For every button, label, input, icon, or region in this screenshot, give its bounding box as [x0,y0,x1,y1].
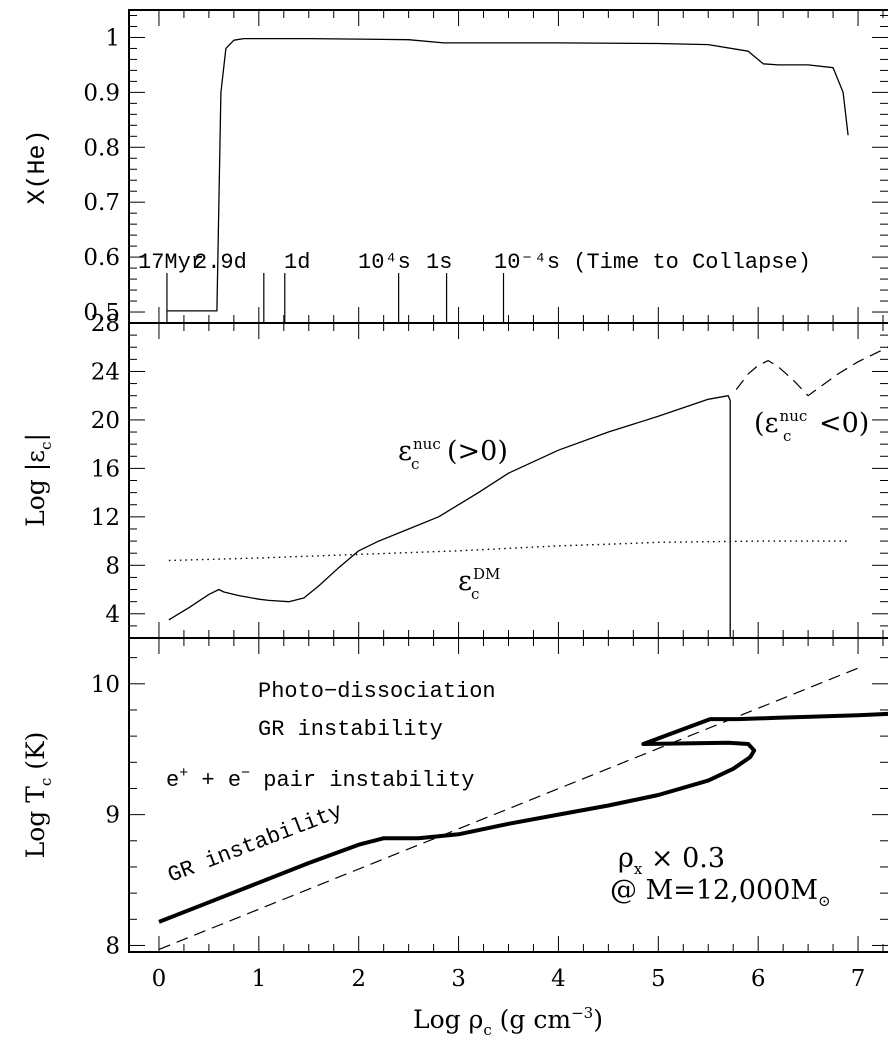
middle-y-axis-label-pre: Log |ε [21,450,51,527]
y-tick-label: 16 [91,456,120,482]
y-tick-label: 20 [91,408,120,434]
nuc-negative-label-sub: c [783,427,791,445]
bottom-y-axis-label-sub: c [37,778,55,786]
frame [128,9,888,953]
gr-instability-upper-label: GR instability [258,717,443,742]
x-axis-label-post: (g cm [492,1005,572,1034]
y-tick-label: 4 [105,602,120,628]
photo-dissociation-label: Photo−dissociation [258,679,496,704]
x-tick-label: 0 [152,966,167,992]
pair-label-a: e [166,768,179,793]
y-tick-label: 9 [105,803,120,829]
x-tick-label: 7 [851,966,866,992]
pair-label-rest: pair instability [250,768,474,793]
pair-label-mid: + e [188,768,241,793]
middle-y-axis-label-sub: c [37,442,55,450]
x-axis-label-end: ) [593,1005,603,1034]
y-tick-label: 28 [91,311,120,337]
gr-instability-lower-label: GR instability [165,799,347,889]
pair-label-b-sup: − [241,765,250,782]
nuc-negative-label-sup: nuc [780,407,808,425]
y-tick-label: 24 [91,359,120,385]
top-y-axis-label: X(He) [23,129,52,204]
y-tick-label: 0.7 [83,190,120,216]
dm-label-sub: c [471,585,479,603]
nuc-positive-label: εnuc c (>0) [398,435,508,473]
time-marker-label: 10⁴s [358,250,411,275]
y-tick-label: 0.9 [83,80,120,106]
middle-y-axis-label: Log |εc| [21,433,55,527]
time-marker-label: 10⁻⁴s (Time to Collapse) [494,250,811,275]
x-axis-label-pre: Log ρ [413,1005,483,1034]
series-line-GR_boundary [158,667,859,950]
pair-instability-label: e+ + e− pair instability [166,765,474,793]
dm-label-sup: DM [473,565,500,583]
panel-frame-2 [128,637,888,953]
x-tick-label: 1 [252,966,267,992]
nuc-positive-label-sub: c [411,455,419,473]
y-tick-label: 8 [105,553,120,579]
y-tick-label: 0.6 [83,245,120,271]
nuc-negative-label-pre: (ε [754,408,779,439]
series-line-panel0-0 [166,37,849,312]
panel-frame-0 [128,9,888,324]
x-tick-label: 4 [551,966,566,992]
series-line-nuc_negative [735,346,888,397]
bottom-y-axis-label-post: (K) [21,732,50,778]
middle-y-axis-label-post: | [21,433,51,441]
rho-scale-label-pre: ρ [618,843,634,874]
y-tick-label: 1 [105,25,120,51]
time-marker-label: 2.9d [194,250,247,275]
x-axis-label-sub: c [483,1021,491,1039]
rho-scale-label-sub: x [634,860,643,878]
series-line-DM [168,540,849,562]
series-line-track [158,711,888,924]
series-line-nuc_positive [168,395,731,638]
y-tick-label: 0.8 [83,135,120,161]
time-marker-label: 1s [426,250,452,275]
mass-label-sub: ⊙ [818,892,831,910]
x-tick-label: 5 [651,966,666,992]
nuc-negative-label-post: <0) [819,408,869,439]
bottom-y-axis-label: Log Tc (K) [21,732,55,859]
bottom-y-axis-label-pre: Log T [21,786,50,859]
y-tick-label: 12 [91,505,120,531]
time-marker-label: 1d [284,250,310,275]
y-tick-label: 0.5 [83,300,120,326]
nuc-positive-label-post: (>0) [447,436,508,467]
panel-frame-1 [128,322,888,639]
nuc-negative-label: (εnuc c <0) [754,407,869,445]
x-tick-label: 3 [451,966,466,992]
nuc-positive-label-sup: nuc [413,435,441,453]
y-tick-label: 10 [91,672,120,698]
x-axis-label-sup: −3 [571,1004,593,1022]
nuc-positive-label-main: ε [398,436,412,467]
x-tick-label: 2 [351,966,366,992]
pair-label-a-sup: + [179,765,188,782]
x-axis-label: Log ρc (g cm−3) [413,1004,603,1039]
mass-label-pre: @ M=12,000M [610,875,818,906]
y-tick-label: 8 [105,933,120,959]
dm-label-main: ε [458,566,472,597]
dm-label: εDM c [458,565,500,603]
mass-label: @ M=12,000M⊙ [610,875,831,910]
x-tick-label: 6 [751,966,766,992]
rho-scale-label: ρx × 0.3 [618,843,725,878]
rho-scale-label-post: × 0.3 [642,843,725,874]
time-marker-label: 17Myr [138,250,204,275]
